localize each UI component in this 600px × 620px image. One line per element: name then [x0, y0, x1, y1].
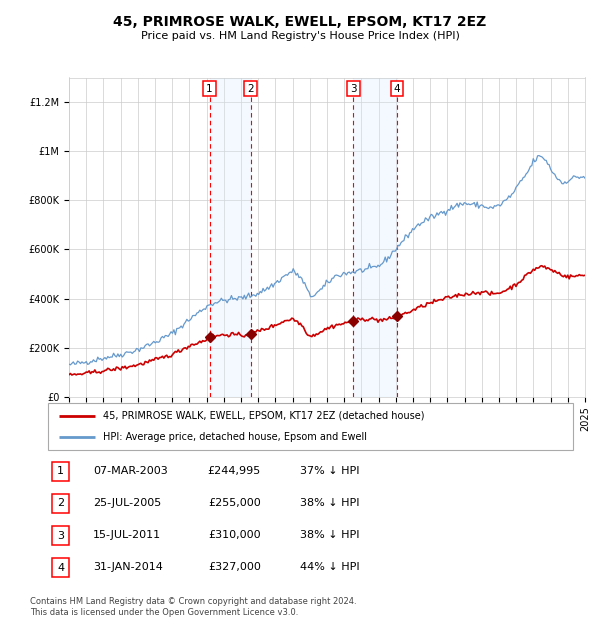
- Text: 38% ↓ HPI: 38% ↓ HPI: [300, 530, 359, 540]
- FancyBboxPatch shape: [52, 494, 69, 513]
- Text: £327,000: £327,000: [208, 562, 261, 572]
- Text: 44% ↓ HPI: 44% ↓ HPI: [300, 562, 359, 572]
- Text: £255,000: £255,000: [208, 498, 261, 508]
- FancyBboxPatch shape: [48, 403, 573, 450]
- Text: 15-JUL-2011: 15-JUL-2011: [93, 530, 161, 540]
- Text: 37% ↓ HPI: 37% ↓ HPI: [300, 466, 359, 476]
- Text: 1: 1: [206, 84, 213, 94]
- FancyBboxPatch shape: [52, 526, 69, 545]
- Text: £310,000: £310,000: [208, 530, 261, 540]
- Text: 3: 3: [57, 531, 64, 541]
- Text: 2: 2: [57, 498, 64, 508]
- Text: 1: 1: [57, 466, 64, 476]
- Text: 07-MAR-2003: 07-MAR-2003: [93, 466, 168, 476]
- Text: 45, PRIMROSE WALK, EWELL, EPSOM, KT17 2EZ: 45, PRIMROSE WALK, EWELL, EPSOM, KT17 2E…: [113, 16, 487, 30]
- Text: 4: 4: [57, 563, 64, 573]
- Text: 45, PRIMROSE WALK, EWELL, EPSOM, KT17 2EZ (detached house): 45, PRIMROSE WALK, EWELL, EPSOM, KT17 2E…: [103, 410, 425, 420]
- Bar: [353, 78, 397, 397]
- FancyBboxPatch shape: [52, 559, 69, 577]
- Text: £244,995: £244,995: [208, 466, 261, 476]
- Text: 2: 2: [247, 84, 254, 94]
- Text: 38% ↓ HPI: 38% ↓ HPI: [300, 498, 359, 508]
- Text: 31-JAN-2014: 31-JAN-2014: [93, 562, 163, 572]
- Text: Contains HM Land Registry data © Crown copyright and database right 2024.
This d: Contains HM Land Registry data © Crown c…: [30, 598, 356, 617]
- Text: HPI: Average price, detached house, Epsom and Ewell: HPI: Average price, detached house, Epso…: [103, 432, 367, 442]
- Bar: [209, 78, 251, 397]
- Text: 25-JUL-2005: 25-JUL-2005: [93, 498, 161, 508]
- Text: 3: 3: [350, 84, 357, 94]
- Text: Price paid vs. HM Land Registry's House Price Index (HPI): Price paid vs. HM Land Registry's House …: [140, 31, 460, 41]
- Text: 4: 4: [394, 84, 400, 94]
- FancyBboxPatch shape: [52, 462, 69, 480]
